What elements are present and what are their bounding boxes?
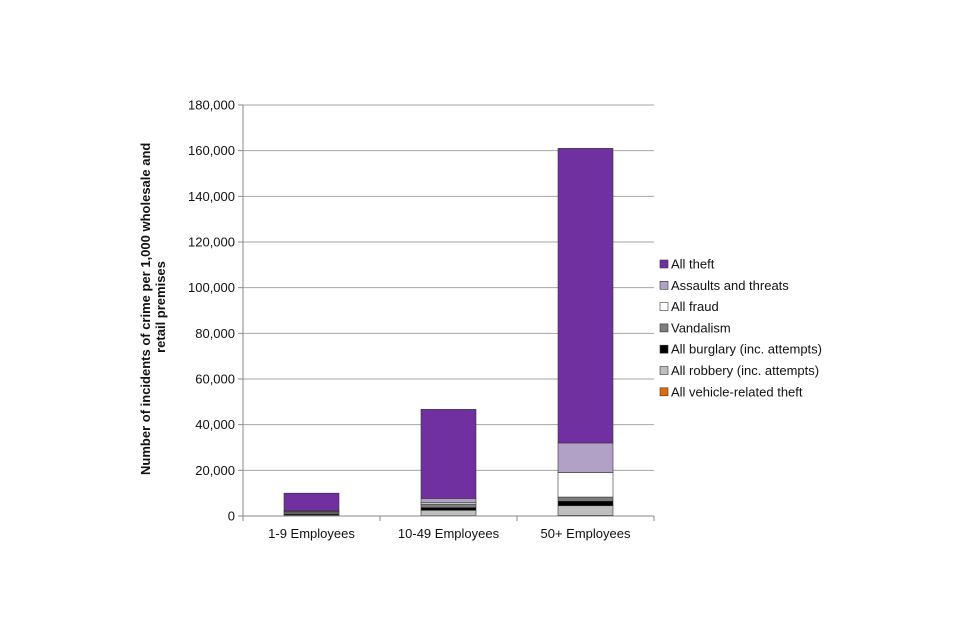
- y-tick-label: 0: [228, 509, 235, 524]
- y-tick-labels: 0 20,000 40,000 60,000 80,000 100,000 120,000 1…: [188, 98, 235, 524]
- legend-label: All burglary (inc. attempts): [671, 342, 822, 357]
- x-tick-label: 10-49 Employees: [398, 526, 500, 541]
- legend: All theft Assaults and threats All fraud Va…: [659, 257, 822, 399]
- legend-swatch: [659, 387, 669, 397]
- legend-label: Vandalism: [671, 320, 731, 335]
- bar-segment: [557, 505, 614, 516]
- x-tick-labels: 1-9 Employees 10-49 Employees 50+ Employee…: [242, 516, 655, 541]
- legend-swatch: [659, 259, 669, 269]
- bar-segment: [557, 496, 614, 502]
- y-tick-label: 100,000: [188, 280, 235, 295]
- y-tick-label: 120,000: [188, 235, 235, 250]
- y-tick-label: 140,000: [188, 189, 235, 204]
- legend-label: All robbery (inc. attempts): [671, 363, 819, 378]
- y-axis-label: Number of incidents of crime per 1,000 w…: [138, 139, 168, 475]
- bar-segment: [557, 500, 614, 507]
- y-tick-label: 40,000: [195, 417, 235, 432]
- bar-segment: [557, 148, 614, 444]
- bar-segment: [420, 503, 477, 508]
- x-tick-label: 1-9 Employees: [268, 526, 355, 541]
- bar-segment: [420, 409, 477, 499]
- x-tick-label: 50+ Employees: [541, 526, 631, 541]
- y-tick-label: 20,000: [195, 463, 235, 478]
- y-tick-label: 60,000: [195, 372, 235, 387]
- legend-swatch: [659, 344, 669, 354]
- bar-segment: [557, 472, 614, 498]
- y-tick-label: 80,000: [195, 326, 235, 341]
- y-tick-label: 160,000: [188, 143, 235, 158]
- y-tick-label: 180,000: [188, 98, 235, 113]
- bar-segment: [420, 507, 477, 511]
- bars: [283, 148, 614, 517]
- legend-swatch: [659, 366, 669, 375]
- legend-swatch: [659, 323, 669, 333]
- bar-segment: [557, 442, 614, 473]
- y-axis-label-line-2: retail premises: [153, 261, 168, 353]
- legend-label: All fraud: [671, 299, 719, 314]
- legend-swatch: [659, 280, 669, 290]
- y-axis-label-line-1: Number of incidents of crime per 1,000 w…: [138, 143, 153, 475]
- legend-label: Assaults and threats: [671, 278, 789, 293]
- bar-segment: [283, 492, 340, 512]
- bar-segment: [420, 498, 477, 504]
- bar-segment: [420, 509, 477, 516]
- legend-swatch: [659, 302, 669, 311]
- legend-label: All theft: [671, 257, 715, 272]
- legend-label: All vehicle-related theft: [671, 384, 803, 399]
